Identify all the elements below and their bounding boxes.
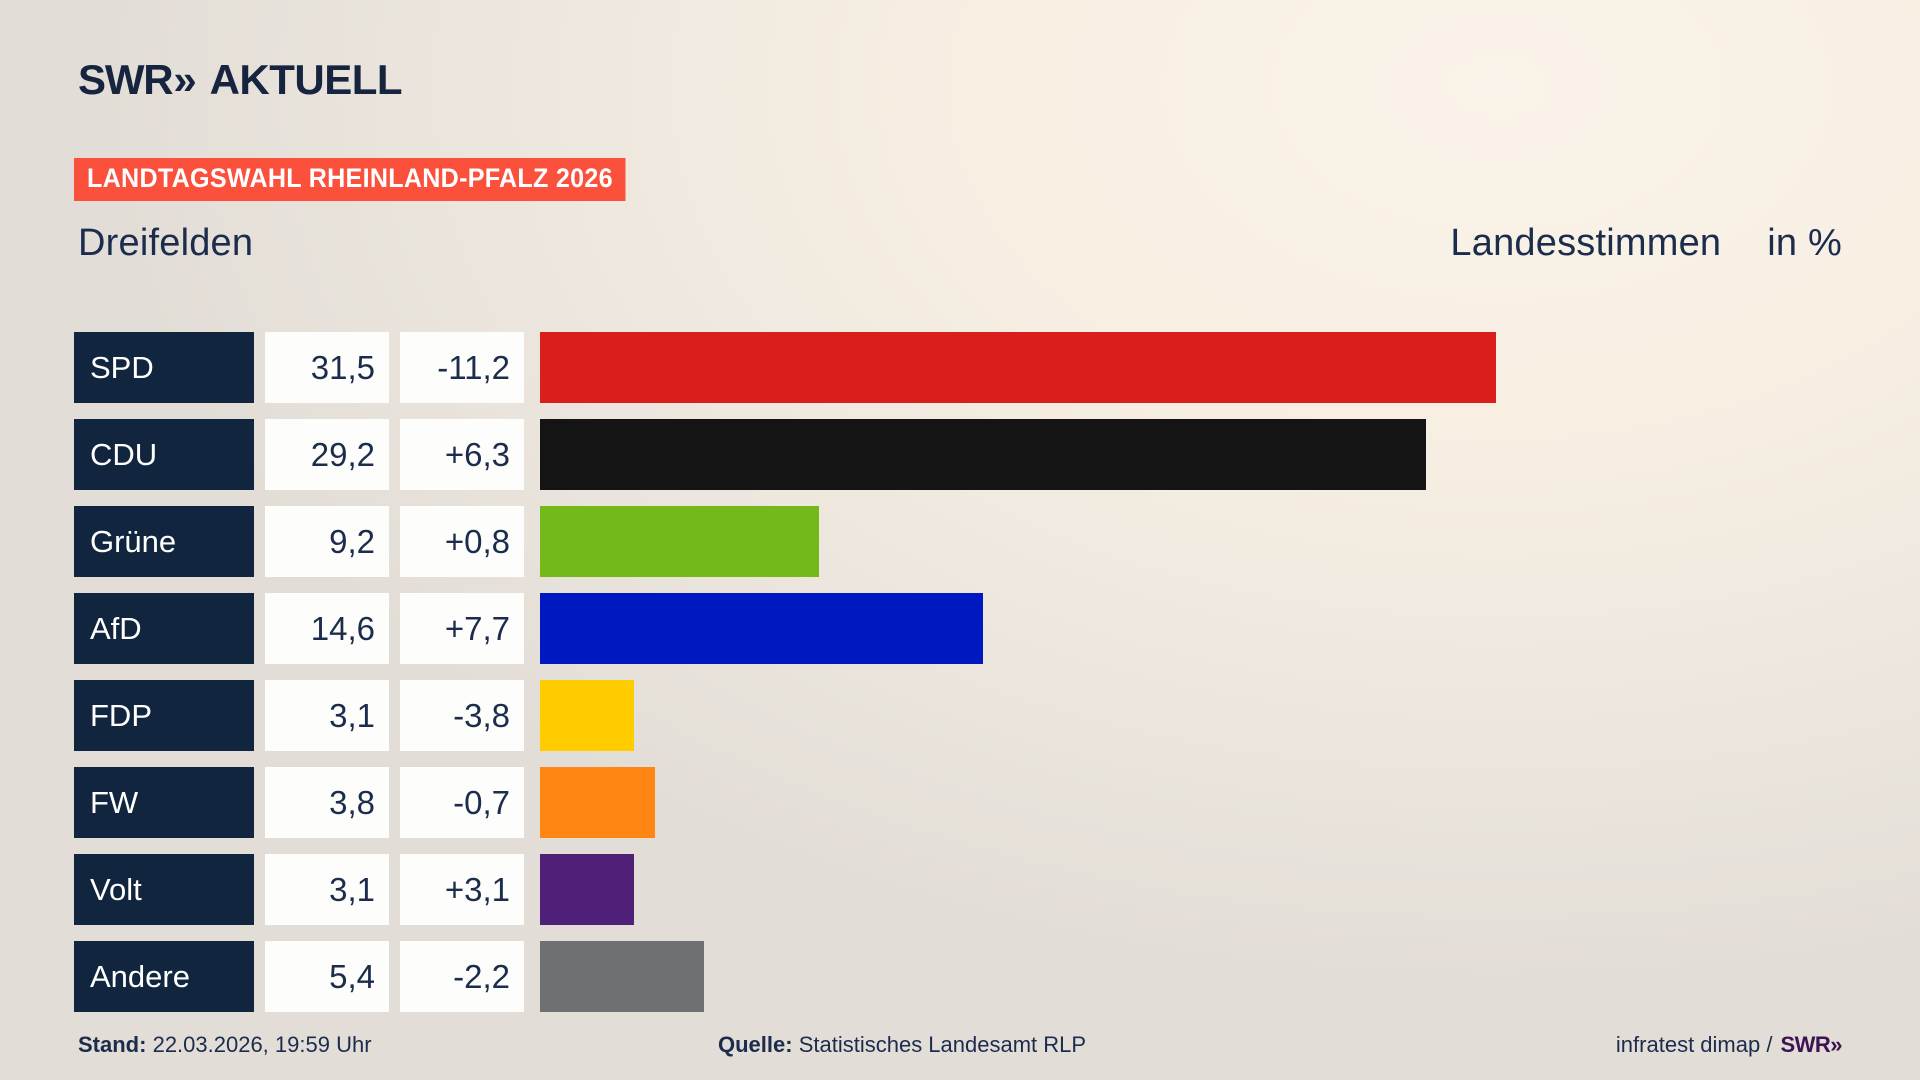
party-label: Andere — [74, 941, 254, 1012]
party-change-value: -2,2 — [400, 941, 524, 1012]
party-bar — [540, 680, 635, 751]
vote-type-label: Landesstimmen — [1450, 222, 1722, 264]
credit-info: infratest dimap / SWR» — [1615, 1032, 1843, 1058]
party-label: Volt — [74, 854, 254, 925]
quelle-info: Quelle: Statistisches Landesamt RLP — [718, 1032, 1616, 1058]
party-label: FW — [74, 767, 254, 838]
credit-text: infratest dimap / — [1615, 1032, 1773, 1057]
chart-row: Andere 5,4 -2,2 — [74, 941, 1854, 1012]
bar-track — [540, 767, 1854, 838]
party-bar — [540, 767, 656, 838]
bar-track — [540, 419, 1854, 490]
party-share-value: 3,1 — [265, 680, 389, 751]
bar-track — [540, 941, 1854, 1012]
results-bar-chart: SPD 31,5 -11,2 CDU 29,2 +6,3 Grüne 9,2 +0,8 AfD 14… — [74, 332, 1854, 1012]
stand-label: Stand: — [78, 1032, 147, 1057]
stand-value: 22.03.2026, 19:59 Uhr — [152, 1032, 372, 1057]
party-bar — [540, 332, 1496, 403]
chart-row: CDU 29,2 +6,3 — [74, 419, 1854, 490]
election-banner: LANDTAGSWAHL RHEINLAND-PFALZ 2026 — [74, 158, 626, 201]
party-change-value: +3,1 — [400, 854, 524, 925]
party-share-value: 5,4 — [265, 941, 389, 1012]
party-bar — [540, 854, 635, 925]
party-change-value: -11,2 — [400, 332, 524, 403]
stand-info: Stand: 22.03.2026, 19:59 Uhr — [78, 1032, 718, 1058]
chart-row: FDP 3,1 -3,8 — [74, 680, 1854, 751]
chart-row: FW 3,8 -0,7 — [74, 767, 1854, 838]
party-bar — [540, 506, 820, 577]
bar-track — [540, 854, 1854, 925]
party-share-value: 3,8 — [265, 767, 389, 838]
unit-label: in % — [1767, 222, 1842, 264]
chart-row: Volt 3,1 +3,1 — [74, 854, 1854, 925]
party-label: FDP — [74, 680, 254, 751]
party-share-value: 14,6 — [265, 593, 389, 664]
double-chevron-icon: » — [173, 56, 196, 103]
party-change-value: +7,7 — [400, 593, 524, 664]
swr-aktuell-logo: SWR » AKTUELL — [78, 56, 403, 104]
chart-row: Grüne 9,2 +0,8 — [74, 506, 1854, 577]
party-bar — [540, 419, 1427, 490]
party-change-value: -3,8 — [400, 680, 524, 751]
aktuell-wordmark: AKTUELL — [209, 56, 403, 103]
swr-wordmark: SWR — [78, 56, 174, 103]
party-share-value: 29,2 — [265, 419, 389, 490]
quelle-value: Statistisches Landesamt RLP — [798, 1032, 1087, 1057]
bar-track — [540, 506, 1854, 577]
chart-row: SPD 31,5 -11,2 — [74, 332, 1854, 403]
party-label: CDU — [74, 419, 254, 490]
quelle-label: Quelle: — [718, 1032, 793, 1057]
party-share-value: 3,1 — [265, 854, 389, 925]
vote-meta: Landesstimmen in % — [1450, 222, 1842, 265]
swr-credit-mark: SWR» — [1780, 1032, 1842, 1057]
subtitle-row: Dreifelden Landesstimmen in % — [78, 222, 1842, 265]
party-label: SPD — [74, 332, 254, 403]
region-name: Dreifelden — [78, 222, 254, 264]
party-share-value: 9,2 — [265, 506, 389, 577]
party-change-value: -0,7 — [400, 767, 524, 838]
bar-track — [540, 332, 1854, 403]
bar-track — [540, 680, 1854, 751]
party-bar — [540, 593, 984, 664]
chart-row: AfD 14,6 +7,7 — [74, 593, 1854, 664]
party-share-value: 31,5 — [265, 332, 389, 403]
footer: Stand: 22.03.2026, 19:59 Uhr Quelle: Sta… — [78, 1032, 1842, 1058]
party-label: Grüne — [74, 506, 254, 577]
bar-track — [540, 593, 1854, 664]
party-bar — [540, 941, 704, 1012]
party-label: AfD — [74, 593, 254, 664]
party-change-value: +0,8 — [400, 506, 524, 577]
party-change-value: +6,3 — [400, 419, 524, 490]
